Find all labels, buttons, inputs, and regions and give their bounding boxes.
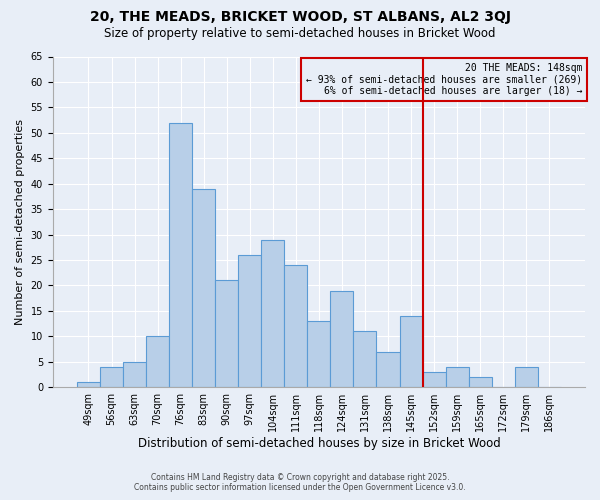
Bar (77, 382, 100, 387)
Bar (238, 255, 261, 387)
Bar (422, 372, 446, 387)
Y-axis label: Number of semi-detached properties: Number of semi-detached properties (15, 119, 25, 325)
Bar (192, 189, 215, 387)
Bar (307, 321, 331, 387)
Bar (169, 122, 192, 387)
Bar (376, 352, 400, 387)
Bar (215, 280, 238, 387)
Bar (353, 331, 376, 387)
Text: Size of property relative to semi-detached houses in Bricket Wood: Size of property relative to semi-detach… (104, 28, 496, 40)
Bar (446, 367, 469, 387)
Bar (123, 362, 146, 387)
X-axis label: Distribution of semi-detached houses by size in Bricket Wood: Distribution of semi-detached houses by … (137, 437, 500, 450)
Bar (331, 290, 353, 387)
Bar (469, 377, 491, 387)
Bar (261, 240, 284, 387)
Bar (146, 336, 169, 387)
Bar (100, 367, 123, 387)
Text: Contains HM Land Registry data © Crown copyright and database right 2025.
Contai: Contains HM Land Registry data © Crown c… (134, 473, 466, 492)
Bar (284, 265, 307, 387)
Bar (515, 367, 538, 387)
Text: 20, THE MEADS, BRICKET WOOD, ST ALBANS, AL2 3QJ: 20, THE MEADS, BRICKET WOOD, ST ALBANS, … (89, 10, 511, 24)
Text: 20 THE MEADS: 148sqm
← 93% of semi-detached houses are smaller (269)
6% of semi-: 20 THE MEADS: 148sqm ← 93% of semi-detac… (306, 63, 583, 96)
Bar (400, 316, 422, 387)
